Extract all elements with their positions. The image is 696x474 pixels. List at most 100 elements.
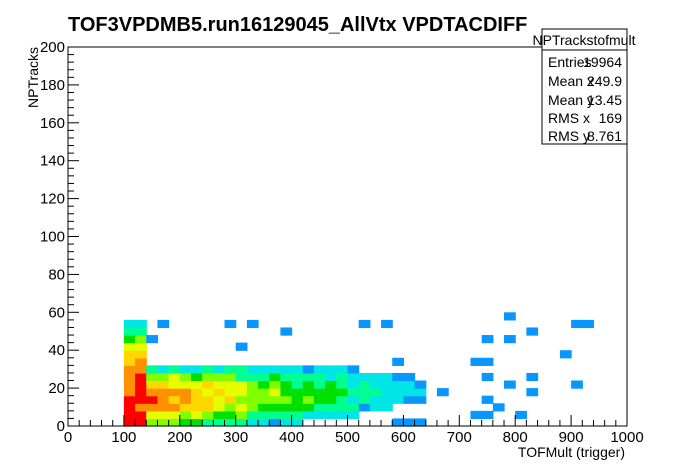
heatmap-cell [246,403,259,412]
heatmap-cell [213,380,226,389]
heatmap-cell [135,342,147,351]
heatmap-cell [258,388,270,397]
x-tick-label: 600 [391,429,416,446]
x-tick-label: 800 [503,429,528,446]
heatmap-cell [302,388,315,397]
y-axis-label: NPTracks [25,47,41,108]
heatmap-cell [235,418,248,427]
heatmap-cell [157,388,170,397]
heatmap-cell [358,380,371,389]
y-tick-label: 40 [48,342,65,359]
heatmap-cell [135,327,147,336]
heatmap-cell [347,410,360,420]
heatmap-cell [258,380,270,389]
heatmap-cell [146,410,159,420]
stats-box-frame [541,28,628,145]
heatmap-cell [302,372,315,382]
heatmap-cell [246,410,259,420]
heatmap-cell [123,365,136,374]
heatmap-cell [291,372,304,382]
heatmap-cell [470,357,483,366]
heatmap-cell [258,418,270,427]
heatmap-cell [526,372,539,382]
heatmap-cell [269,365,282,374]
heatmap-cell [123,319,136,329]
stats-value-mean-x: 249.9 [587,73,622,89]
heatmap-cell [146,395,159,404]
heatmap-cell [313,395,326,404]
y-tick-label: 160 [40,115,65,132]
heatmap-cell [123,380,136,389]
x-tick-label: 300 [223,429,248,446]
heatmap-cell [403,380,416,389]
y-tick-label: 80 [48,266,65,283]
heatmap-cell [358,403,371,412]
heatmap-cell [258,372,270,382]
heatmap-cell [291,410,304,420]
heatmap-cell [135,410,147,420]
heatmap-cell [235,372,248,382]
heatmap-cell [325,388,337,397]
heatmap-cell [369,403,382,412]
heatmap-cell [347,403,360,412]
heatmap-cell [369,395,382,404]
heatmap-cell [135,403,147,412]
heatmap-cell [123,335,136,344]
heatmap-cell [504,335,516,344]
heatmap-cell [202,418,214,427]
x-tick-label: 1000 [610,429,643,446]
heatmap-cell [213,418,226,427]
heatmap-cell [157,395,170,404]
heatmap-cell [325,403,337,412]
heatmap-cell [246,319,259,329]
heatmap-cell [224,410,237,420]
heatmap-cell [179,380,192,389]
heatmap-cell [235,410,248,420]
heatmap-cell [213,372,226,382]
heatmap-cell [347,380,360,389]
heatmap-cell [168,372,181,382]
heatmap-cell [202,410,214,420]
heatmap-cell [146,335,159,344]
heatmap-cell [168,365,181,374]
stats-label-entries: Entries [548,54,592,70]
heatmap-cell [280,403,293,412]
heatmap-cell [157,380,170,389]
heatmap-cell [481,410,494,420]
heatmap-cell [269,395,282,404]
heatmap-cell [414,388,427,397]
heatmap-cell [179,418,192,427]
heatmap-cell [280,418,293,427]
heatmap-cell [526,327,539,336]
heatmap-cell [492,403,505,412]
heatmap-cell [347,372,360,382]
heatmap-cell [403,395,416,404]
heatmap-cell [470,410,483,420]
heatmap-cell [123,395,136,404]
heatmap-cell [269,403,282,412]
chart-title: TOF3VPDMB5.run16129045_AllVtx VPDTACDIFF [68,14,527,36]
heatmap-cell [313,388,326,397]
y-tick-label: 20 [48,380,65,397]
heatmap-cell [269,380,282,389]
heatmap-cell [571,319,583,329]
heatmap-cell [168,395,181,404]
heatmap-cell [302,410,315,420]
heatmap-cell [224,319,237,329]
heatmap-cell [213,410,226,420]
heatmap-cell [325,380,337,389]
heatmap-cell [481,335,494,344]
heatmap-cell [504,312,516,321]
x-tick-label: 700 [447,429,472,446]
y-axis: 0 20 40 60 80 100 120 140 160 180 200 [40,39,79,435]
heatmap-cell [246,372,259,382]
heatmap-cell [291,365,304,374]
heatmap-cell [235,395,248,404]
heatmap-cell [190,388,203,397]
heatmap-cell [135,357,147,366]
heatmap-cell [224,380,237,389]
heatmap-cell [213,388,226,397]
heatmap-cell [179,410,192,420]
heatmap-cell [336,388,349,397]
heatmap-cell [302,395,315,404]
